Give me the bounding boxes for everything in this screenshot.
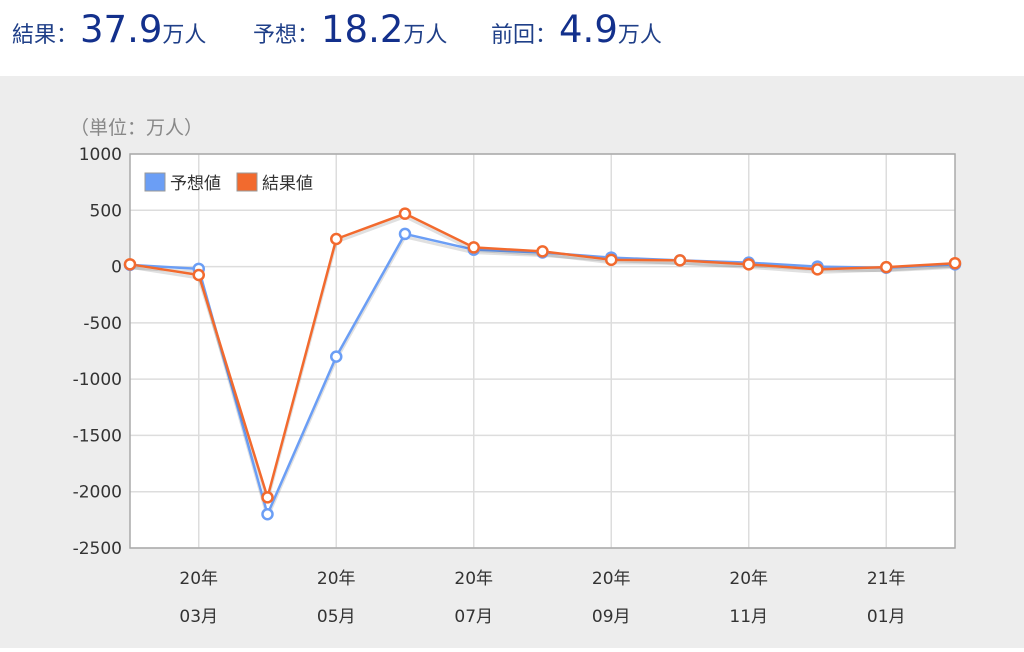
forecast-stat: 予想：18.2万人 [253,8,447,60]
data-point [948,256,962,270]
data-point [261,491,274,504]
previous-value: 4.9 [559,8,618,51]
y-tick-label: -1000 [73,370,122,390]
x-tick-month-label: 01月 [867,607,906,627]
y-tick-label: 500 [90,201,122,221]
legend-label: 結果値 [262,174,313,194]
legend-swatch [144,172,166,192]
forecast-label: 予想： [253,23,320,48]
data-point [261,507,274,521]
data-point [536,245,549,258]
x-tick-year-label: 21年 [867,569,906,589]
data-point [192,268,205,282]
data-point [398,227,412,241]
data-point [330,232,343,246]
x-tick-month-label: 07月 [454,607,493,627]
data-point [811,263,824,276]
forecast-value: 18.2 [321,8,404,51]
x-tick-month-label: 05月 [317,607,356,627]
data-point [398,207,412,220]
x-tick-month-label: 09月 [592,607,631,627]
result-label: 結果： [12,23,79,48]
data-point [467,241,480,254]
plot-background [130,154,955,548]
y-tick-label: 0 [111,258,122,278]
x-tick-month-label: 11月 [729,607,768,627]
data-point [123,258,137,271]
y-tick-label: -2000 [73,483,122,503]
data-point [880,260,893,274]
result-unit: 万人 [162,23,207,48]
legend-swatch [236,172,258,192]
data-point [673,254,687,267]
y-tick-label: -1500 [73,426,122,446]
forecast-unit: 万人 [403,23,448,48]
previous-stat: 前回：4.9万人 [491,8,662,60]
previous-label: 前回： [491,23,558,48]
result-stat: 結果：37.9万人 [12,8,206,60]
data-point [605,253,618,267]
y-tick-label: -500 [83,314,122,334]
x-tick-year-label: 20年 [592,569,631,589]
y-tick-label: -2500 [73,539,122,559]
unit-label: （単位：万人） [70,117,203,139]
x-tick-year-label: 20年 [317,569,356,589]
x-tick-year-label: 20年 [454,569,493,589]
legend-label: 予想値 [170,174,221,194]
y-tick-label: 1000 [79,145,122,165]
result-value: 37.9 [80,8,163,51]
plot-border [129,153,956,549]
data-point [742,258,755,271]
line-chart: （単位：万人） 1000 500 0 -500 -1000 -1500 -2000 -2500… [70,117,962,627]
x-tick-year-label: 20年 [729,569,768,589]
previous-unit: 万人 [617,23,662,48]
summary-header: 結果：37.9万人 予想：18.2万人 前回：4.9万人 [0,0,1024,76]
x-tick-month-label: 03月 [179,607,218,627]
x-tick-year-label: 20年 [179,569,218,589]
chart-panel: （単位：万人） 1000 500 0 -500 -1000 -1500 -2000 -2500… [0,76,1024,648]
data-point [330,350,343,363]
